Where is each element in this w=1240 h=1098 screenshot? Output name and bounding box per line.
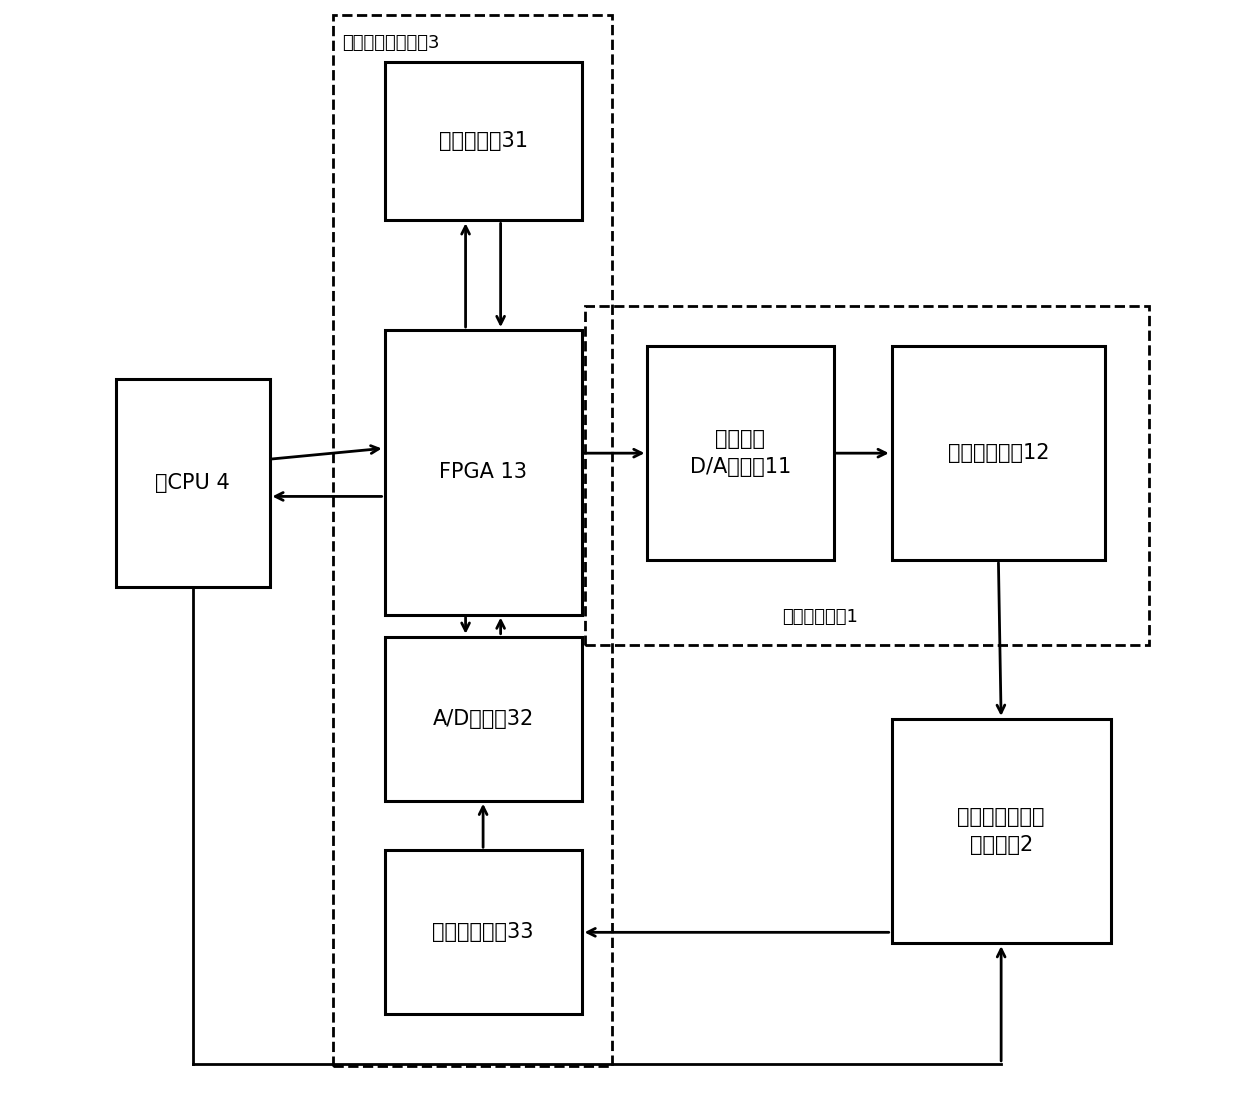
FancyBboxPatch shape xyxy=(384,61,582,221)
Text: 高速差分
D/A转换器11: 高速差分 D/A转换器11 xyxy=(689,429,791,478)
FancyBboxPatch shape xyxy=(384,850,582,1015)
Text: FPGA 13: FPGA 13 xyxy=(439,462,527,482)
FancyBboxPatch shape xyxy=(647,346,833,560)
Text: 采集存储器31: 采集存储器31 xyxy=(439,131,527,152)
Text: 电压与电流取样
电路模块2: 电压与电流取样 电路模块2 xyxy=(957,807,1045,855)
Text: 采集测量存储模块3: 采集测量存储模块3 xyxy=(342,34,439,53)
FancyBboxPatch shape xyxy=(892,719,1111,943)
Text: A/D转换器32: A/D转换器32 xyxy=(433,709,533,729)
Text: 主CPU 4: 主CPU 4 xyxy=(155,473,231,493)
FancyBboxPatch shape xyxy=(384,330,582,615)
FancyBboxPatch shape xyxy=(892,346,1105,560)
FancyBboxPatch shape xyxy=(117,379,269,587)
Text: 后端处理电路12: 后端处理电路12 xyxy=(947,444,1049,463)
FancyBboxPatch shape xyxy=(384,637,582,800)
Text: 波形发生模块1: 波形发生模块1 xyxy=(782,607,858,626)
Text: 前端处理电路33: 前端处理电路33 xyxy=(433,922,534,942)
